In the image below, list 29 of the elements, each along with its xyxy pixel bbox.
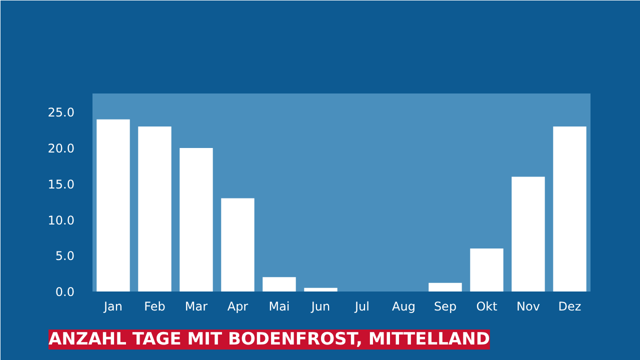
x-tick-label: Feb — [144, 300, 166, 314]
bar — [96, 119, 130, 292]
bar — [138, 126, 172, 292]
x-tick-label: Okt — [476, 300, 498, 314]
x-tick-label: Mar — [184, 300, 208, 314]
x-tick-label: Apr — [227, 300, 248, 314]
y-tick-label: 20.0 — [48, 142, 74, 156]
y-tick-label: 0.0 — [55, 285, 75, 299]
x-tick-label: Jan — [103, 300, 122, 314]
bar — [428, 282, 462, 292]
bar — [304, 288, 338, 292]
x-tick-label: Dez — [558, 300, 582, 314]
bar — [180, 148, 213, 292]
bar — [221, 198, 254, 292]
x-tick-label: Sep — [434, 300, 457, 314]
x-tick-label: Aug — [392, 300, 416, 314]
x-tick-label: Jul — [354, 300, 370, 314]
y-tick-label: 15.0 — [48, 177, 74, 192]
bar — [553, 126, 586, 292]
y-tick-label: 5.0 — [55, 249, 75, 264]
bar — [512, 176, 545, 292]
x-tick-label: Mai — [268, 300, 290, 314]
bar — [262, 277, 296, 292]
text: ANZAHL TAGE MIT BODENFROST, MITTELLAND — [48, 330, 490, 350]
x-tick-label: Nov — [516, 300, 540, 314]
x-tick-label: Jun — [310, 300, 330, 314]
bar — [470, 248, 504, 292]
y-tick-label: 25.0 — [48, 106, 74, 120]
y-tick-label: 10.0 — [48, 213, 74, 228]
